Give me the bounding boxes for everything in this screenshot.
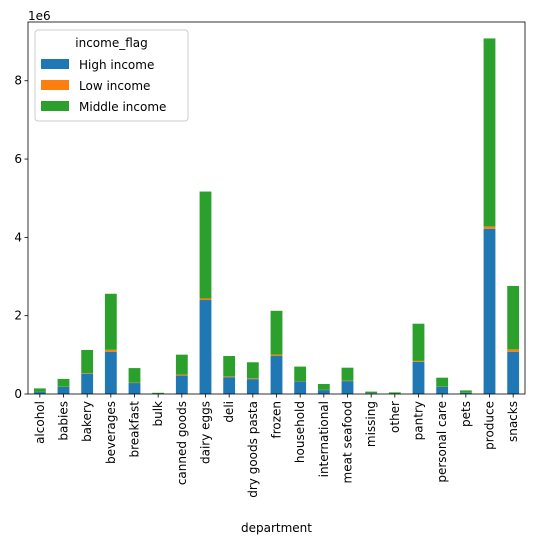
x-tick-label: breakfast — [128, 401, 142, 458]
legend-entry: Low income — [79, 79, 150, 93]
bar-high-income-personal-care — [436, 386, 449, 394]
legend-box — [34, 29, 189, 122]
bar-high-income-dry-goods-pasta — [246, 379, 259, 394]
legend-title: income_flag — [75, 36, 147, 50]
bar-high-income-babies — [57, 386, 70, 394]
bar-middle-income-household — [294, 366, 307, 382]
bar-high-income-pantry — [412, 361, 425, 394]
bar-middle-income-produce — [483, 38, 496, 227]
bar-high-income-beverages — [104, 351, 117, 394]
bar-middle-income-canned-goods — [175, 354, 188, 375]
x-tick-label: missing — [364, 401, 378, 447]
legend: income_flag High income Low income Middle i… — [34, 29, 189, 122]
x-tick-label: canned goods — [175, 401, 189, 485]
bar-middle-income-meat-seafood — [341, 367, 354, 381]
bar-high-income-snacks — [507, 351, 520, 394]
bar-low-income-canned-goods — [175, 374, 188, 376]
x-tick-label: dairy eggs — [199, 401, 213, 464]
bar-middle-income-breakfast — [128, 368, 141, 383]
bar-low-income-dairy-eggs — [199, 298, 212, 301]
bar-high-income-international — [317, 390, 330, 394]
bar-middle-income-personal-care — [436, 377, 449, 387]
bar-middle-income-beverages — [104, 293, 117, 350]
bar-low-income-frozen — [270, 354, 283, 357]
legend-swatch — [41, 80, 69, 90]
bar-middle-income-bakery — [81, 349, 94, 374]
bar-middle-income-international — [317, 384, 330, 390]
y-tick-label: 0 — [14, 387, 22, 401]
x-tick-label: frozen — [270, 401, 284, 439]
y-tick-label: 2 — [14, 309, 22, 323]
y-ticks: 0 2 4 6 8 — [14, 74, 28, 401]
bar-low-income-produce — [483, 226, 496, 229]
x-tick-label: deli — [222, 401, 236, 423]
bar-middle-income-deli — [223, 356, 236, 377]
legend-entry: High income — [79, 58, 154, 72]
x-tick-label: pantry — [412, 401, 426, 440]
bar-middle-income-pantry — [412, 323, 425, 361]
bar-high-income-frozen — [270, 356, 283, 394]
bar-middle-income-missing — [365, 391, 378, 394]
bar-low-income-snacks — [507, 349, 520, 352]
bar-middle-income-dairy-eggs — [199, 191, 212, 299]
bar-high-income-pets — [459, 392, 472, 394]
bar-middle-income-babies — [57, 378, 70, 387]
y-tick-label: 8 — [14, 74, 22, 88]
x-tick-label: bakery — [80, 401, 94, 442]
bar-middle-income-snacks — [507, 285, 520, 350]
x-tick-label: babies — [57, 401, 71, 441]
x-tick-label: dry goods pasta — [246, 401, 260, 498]
legend-swatch — [41, 101, 69, 111]
x-tick-label: alcohol — [33, 401, 47, 444]
x-tick-label: bulk — [151, 401, 165, 427]
bar-low-income-deli — [223, 376, 236, 378]
bar-high-income-bakery — [81, 373, 94, 394]
x-ticks: alcohol babies bakery beverages breakfast bul… — [33, 394, 520, 498]
x-tick-label: personal care — [435, 401, 449, 483]
x-tick-label: household — [293, 401, 307, 463]
bar-middle-income-alcohol — [33, 388, 46, 392]
bar-high-income-alcohol — [33, 392, 46, 394]
x-tick-label: meat seafood — [341, 401, 355, 483]
bar-low-income-beverages — [104, 349, 117, 352]
x-tick-label: snacks — [506, 401, 520, 442]
bar-middle-income-pets — [459, 390, 472, 393]
bars — [33, 38, 520, 394]
x-tick-label: pets — [459, 401, 473, 427]
bar-high-income-dairy-eggs — [199, 300, 212, 394]
x-tick-label: other — [388, 401, 402, 433]
legend-entry: Middle income — [79, 100, 166, 114]
bar-low-income-bakery — [81, 373, 94, 374]
bar-low-income-pantry — [412, 360, 425, 362]
x-tick-label: international — [317, 401, 331, 477]
x-tick-label: produce — [483, 401, 497, 450]
bar-high-income-breakfast — [128, 383, 141, 394]
bar-high-income-household — [294, 381, 307, 394]
bar-high-income-produce — [483, 228, 496, 394]
bar-middle-income-other — [388, 392, 401, 394]
y-offset-text: 1e6 — [28, 9, 51, 23]
y-tick-label: 6 — [14, 152, 22, 166]
legend-swatch — [41, 59, 69, 69]
y-tick-label: 4 — [14, 230, 22, 244]
bar-high-income-canned-goods — [175, 375, 188, 394]
x-axis-label: department — [241, 521, 312, 535]
x-tick-label: beverages — [104, 401, 118, 464]
bar-middle-income-bulk — [152, 392, 165, 394]
bar-middle-income-dry-goods-pasta — [246, 362, 259, 379]
bar-low-income-dry-goods-pasta — [246, 378, 259, 380]
bar-high-income-meat-seafood — [341, 381, 354, 394]
bar-high-income-deli — [223, 377, 236, 394]
bar-middle-income-frozen — [270, 310, 283, 355]
